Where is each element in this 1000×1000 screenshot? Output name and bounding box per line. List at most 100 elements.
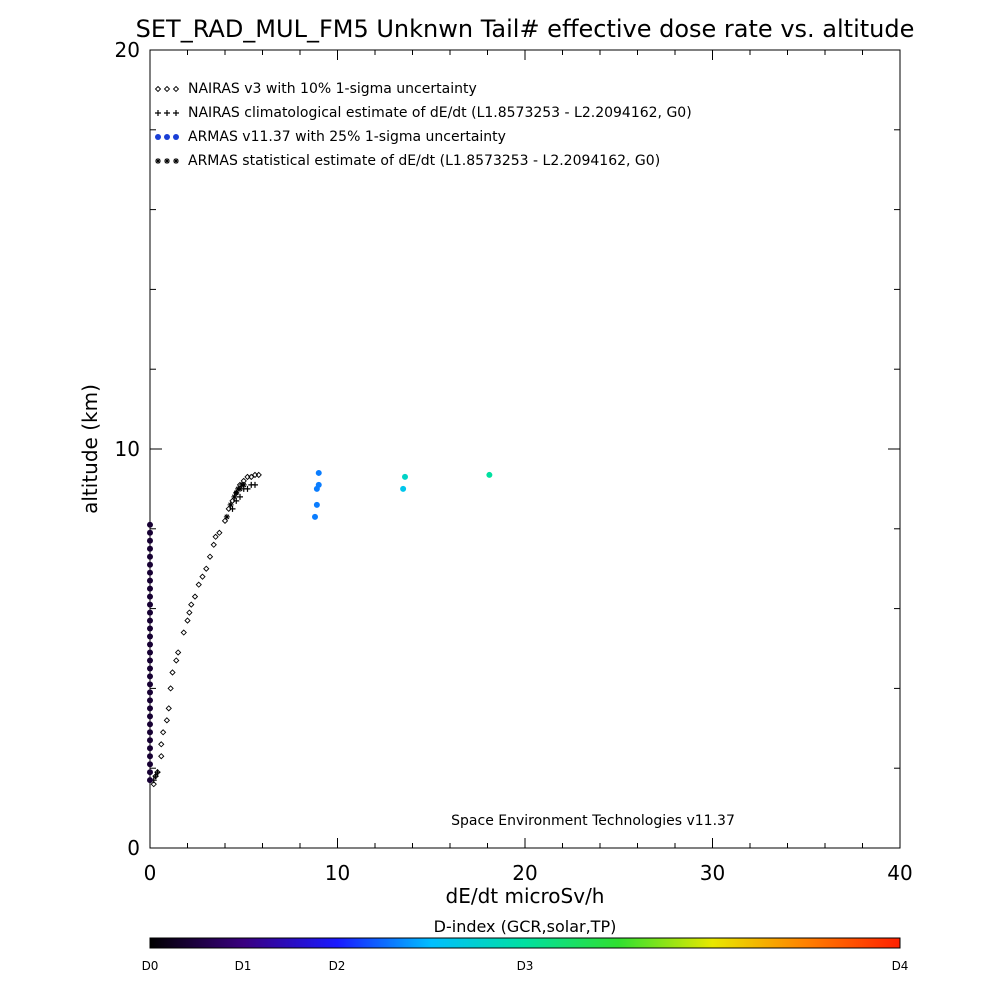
legend-marker — [155, 134, 161, 140]
data-point — [400, 485, 407, 492]
colorbar — [149, 937, 901, 949]
data-point — [147, 657, 153, 664]
data-point — [163, 717, 171, 724]
data-point — [158, 753, 165, 760]
colorbar-tick-label: D0 — [142, 959, 159, 973]
data-point — [195, 581, 202, 588]
data-point — [486, 471, 493, 478]
data-point — [147, 569, 153, 576]
data-point — [203, 565, 210, 572]
data-point — [147, 753, 153, 760]
data-point — [180, 629, 187, 636]
data-points — [147, 469, 493, 788]
data-point — [147, 577, 153, 584]
y-tick-label: 0 — [127, 836, 140, 860]
data-point — [315, 481, 322, 488]
legend-label: ARMAS v11.37 with 25% 1-sigma uncertaint… — [188, 129, 506, 145]
data-point — [147, 705, 153, 712]
legend-label: ARMAS statistical estimate of dE/dt (L1.… — [188, 153, 660, 169]
colorbar-tick-label: D2 — [329, 959, 346, 973]
data-point — [191, 593, 199, 600]
data-point — [248, 473, 255, 481]
credit-text: Space Environment Technologies v11.37 — [451, 813, 735, 829]
chart-title: SET_RAD_MUL_FM5 Unknwn Tail# effective d… — [136, 15, 915, 43]
series-2 — [147, 469, 493, 784]
legend-marker — [173, 110, 179, 116]
data-point — [216, 529, 223, 536]
legend: NAIRAS v3 with 10% 1-sigma uncertainty NA… — [154, 81, 692, 169]
data-point — [147, 593, 153, 600]
data-point — [184, 617, 191, 624]
data-point — [147, 649, 153, 656]
data-point — [240, 481, 247, 488]
data-point — [169, 669, 176, 676]
data-point — [186, 609, 193, 616]
colorbar-tick-label: D3 — [517, 959, 534, 973]
data-point — [158, 741, 165, 748]
colorbar-tick-label: D4 — [892, 959, 909, 973]
data-point — [206, 553, 214, 560]
data-point — [188, 601, 195, 608]
data-point — [147, 673, 153, 680]
data-point — [147, 761, 153, 768]
legend-marker — [173, 158, 179, 164]
data-point — [227, 501, 234, 508]
data-point — [255, 471, 262, 479]
data-point — [252, 481, 258, 488]
data-point — [147, 561, 153, 568]
data-point — [167, 685, 174, 692]
data-point — [147, 633, 153, 640]
series-3 — [223, 481, 247, 520]
data-point — [147, 545, 153, 552]
x-tick-label: 40 — [887, 861, 912, 885]
data-point — [147, 585, 153, 592]
data-point — [147, 617, 153, 624]
data-point — [231, 493, 238, 500]
legend-marker — [172, 85, 180, 93]
data-point — [159, 729, 167, 736]
data-point — [147, 537, 153, 544]
data-point — [210, 541, 217, 548]
y-axis-label: altitude (km) — [78, 384, 102, 514]
legend-label: NAIRAS climatological estimate of dE/dt … — [188, 105, 692, 121]
plot-area — [149, 49, 901, 849]
colorbar-ticks: D0 D1 D2 D3 D4 — [142, 959, 909, 973]
data-point — [147, 745, 153, 752]
y-tick-label: 20 — [115, 38, 140, 62]
data-point — [402, 473, 408, 480]
data-point — [315, 469, 322, 476]
data-point — [147, 665, 153, 672]
data-point — [147, 697, 153, 704]
data-point — [147, 521, 153, 528]
x-tick-label: 0 — [144, 861, 157, 885]
series-0 — [150, 471, 262, 788]
data-point — [147, 601, 153, 608]
series-1 — [150, 481, 258, 784]
data-point — [147, 625, 153, 632]
legend-marker — [164, 110, 170, 116]
axis-ticks: 0 10 20 30 40 0 10 20 — [115, 38, 913, 885]
colorbar-title: D-index (GCR,solar,TP) — [434, 917, 617, 936]
legend-item: NAIRAS climatological estimate of dE/dt … — [155, 105, 692, 121]
legend-label: NAIRAS v3 with 10% 1-sigma uncertainty — [188, 81, 477, 97]
data-point — [147, 729, 153, 736]
x-tick-label: 30 — [700, 861, 725, 885]
data-point — [147, 529, 153, 536]
data-point — [154, 769, 161, 776]
data-point — [212, 533, 219, 540]
data-point — [147, 609, 153, 616]
legend-marker — [164, 158, 170, 164]
data-point — [223, 513, 230, 520]
data-point — [225, 505, 232, 512]
data-point — [147, 769, 153, 776]
legend-marker — [163, 85, 171, 93]
data-point — [147, 681, 153, 688]
data-point — [152, 773, 159, 780]
data-point — [147, 641, 153, 648]
data-point — [312, 513, 318, 520]
colorbar-tick-label: D1 — [235, 959, 252, 973]
data-point — [237, 493, 243, 500]
x-tick-label: 10 — [325, 861, 350, 885]
y-tick-label: 10 — [115, 437, 140, 461]
